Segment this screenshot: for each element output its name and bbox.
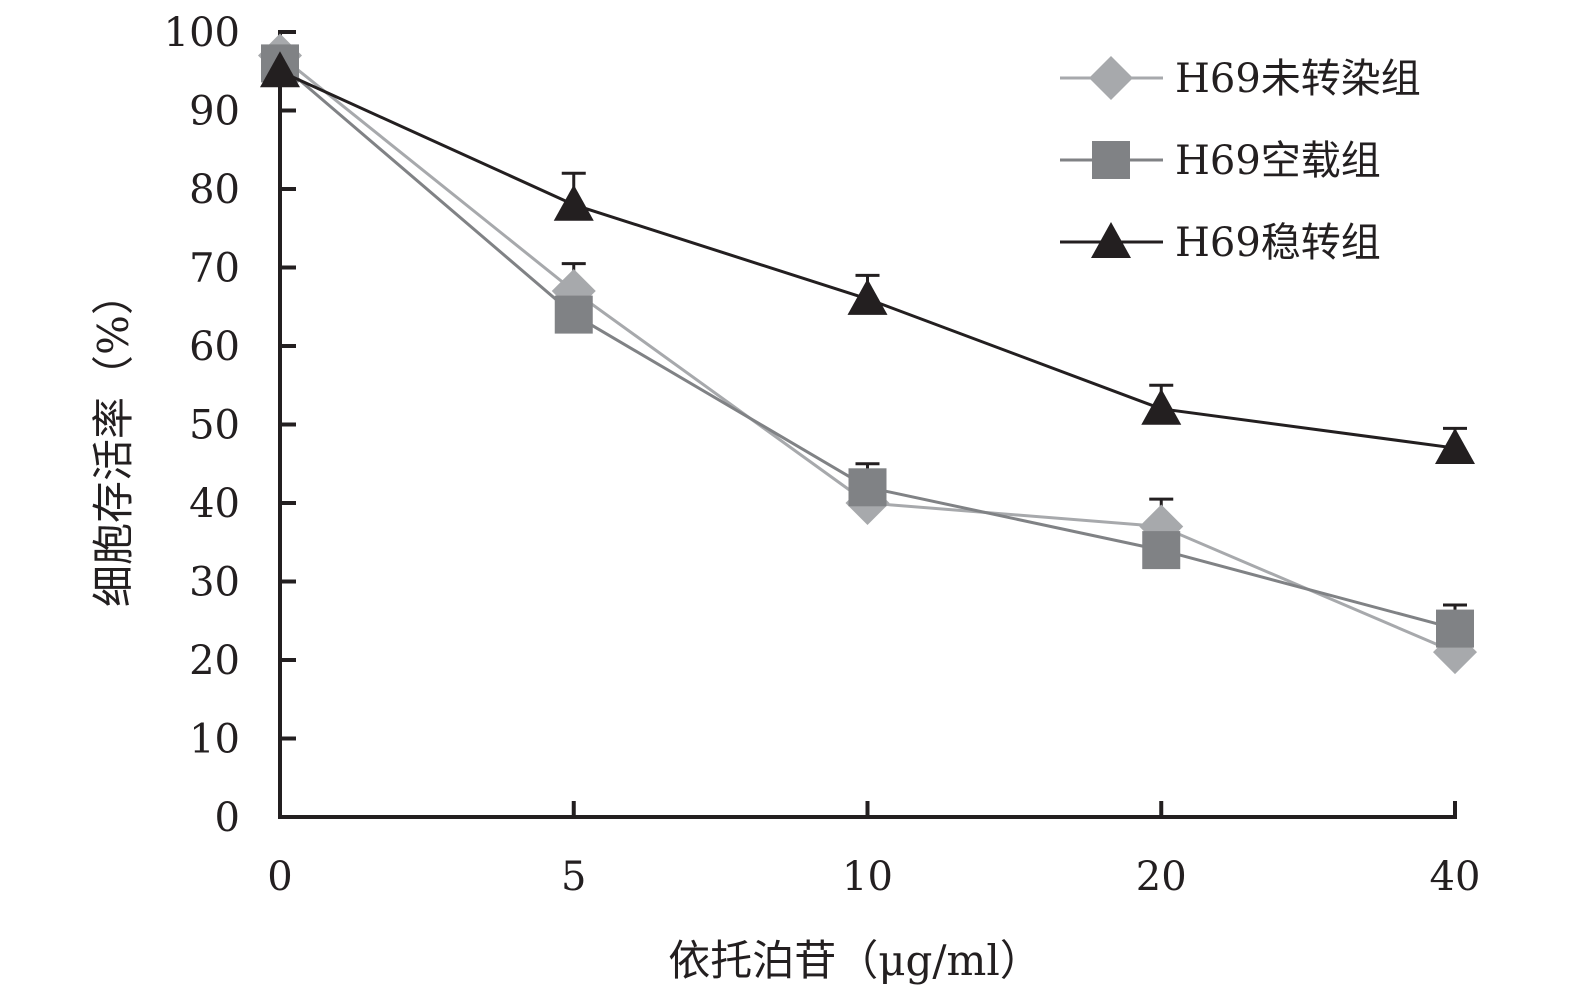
data-point: [1141, 388, 1182, 425]
legend-item-empty-vector: H69空载组: [1060, 138, 1381, 184]
y-tick-label: 100: [164, 10, 240, 56]
x-tick-label: 40: [1430, 854, 1481, 900]
y-tick-label: 30: [189, 560, 240, 606]
x-axis-title: 依托泊苷（μg/ml）: [668, 936, 1042, 985]
legend-label: H69稳转组: [1175, 220, 1381, 266]
data-point: [553, 184, 594, 221]
y-tick-label: 50: [189, 403, 240, 449]
data-point: [260, 51, 300, 88]
legend-marker: [1092, 141, 1130, 179]
x-tick-label: 0: [267, 854, 292, 900]
y-axis-title: 细胞存活率（%）: [89, 273, 138, 607]
data-point: [848, 468, 887, 507]
y-tick-label: 90: [189, 89, 240, 135]
data-point: [847, 278, 888, 315]
data-point: [554, 295, 593, 334]
legend-marker: [1089, 56, 1133, 100]
plot-area: [258, 33, 1477, 675]
x-tick-label: 10: [842, 854, 893, 900]
y-tick-label: 40: [189, 481, 240, 527]
y-tick-label: 0: [215, 795, 240, 841]
data-point: [1142, 531, 1181, 570]
legend: H69未转染组 H69空载组 H69稳转组: [1060, 56, 1421, 266]
legend-label: H69未转染组: [1175, 56, 1421, 102]
y-tick-label: 60: [189, 324, 240, 370]
series-untransfected: [258, 33, 1477, 675]
y-tick-label: 70: [189, 246, 240, 292]
data-point: [1436, 609, 1474, 648]
x-tick-label: 5: [561, 854, 586, 900]
data-point: [1435, 428, 1475, 465]
legend-item-stable-transfected: H69稳转组: [1060, 220, 1381, 266]
legend-marker: [1091, 222, 1131, 258]
axes: 0 10 20 30 40 50 60 70 80 90 100 0 5 10 20 40: [164, 10, 1481, 900]
y-tick-label: 80: [189, 167, 240, 213]
legend-label: H69空载组: [1175, 138, 1381, 184]
series-stable-transfected: [260, 51, 1475, 465]
y-tick-label: 10: [189, 717, 240, 763]
series-empty-vector: [261, 44, 1474, 648]
x-tick-label: 20: [1136, 854, 1187, 900]
legend-item-untransfected: H69未转染组: [1060, 56, 1421, 102]
y-tick-label: 20: [189, 638, 240, 684]
